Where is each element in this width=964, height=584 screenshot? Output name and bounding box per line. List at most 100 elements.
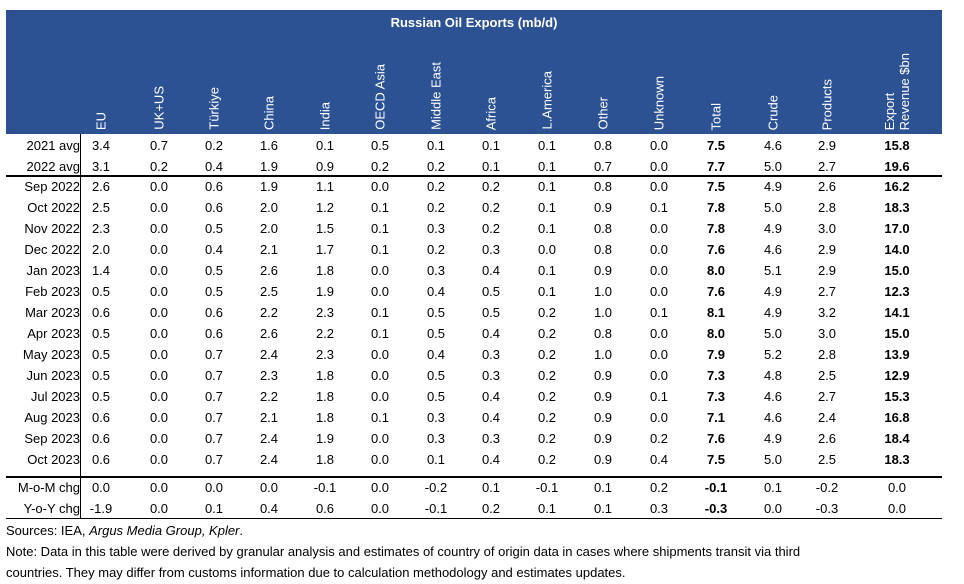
table-cell: -0.2	[424, 480, 448, 495]
table-cell: 0.9	[315, 159, 335, 174]
table-cell: 1.8	[315, 389, 335, 404]
table-cell: 2.2	[315, 326, 335, 341]
row-label: Jan 2023	[26, 263, 81, 278]
table-cell: 0.4	[481, 452, 501, 467]
table-cell: 0.0	[370, 347, 390, 362]
table-cell: 0.1	[315, 138, 335, 153]
table-cell: 0.1	[370, 305, 390, 320]
table-cell: 2.3	[315, 347, 335, 362]
table-cell: 1.4	[91, 263, 111, 278]
table-cell: 7.3	[706, 368, 726, 383]
table-cell: 0.5	[204, 263, 224, 278]
table-cell: 0.7	[204, 389, 224, 404]
table-cell: 2.1	[259, 410, 279, 425]
table-cell: 0.0	[649, 410, 669, 425]
table-cell: 2.4	[259, 431, 279, 446]
table-cell: 0.1	[763, 480, 783, 495]
table-cell: 7.5	[706, 138, 726, 153]
table-cell: 0.1	[481, 138, 501, 153]
table-cell: 7.5	[706, 452, 726, 467]
table-cell: 0.2	[537, 305, 557, 320]
column-header: Total	[698, 10, 734, 134]
table-cell: 2.6	[817, 431, 837, 446]
table-cell: 0.2	[370, 159, 390, 174]
table-cell: 0.5	[91, 326, 111, 341]
table-cell: 0.2	[149, 159, 169, 174]
table-cell: 4.9	[763, 179, 783, 194]
table-cell: 4.6	[763, 138, 783, 153]
table-cell: 2.6	[259, 263, 279, 278]
table-cell: 1.8	[315, 368, 335, 383]
table-cell: 1.7	[315, 242, 335, 257]
table-cell: 0.9	[593, 263, 613, 278]
table-cell: 0.2	[426, 179, 446, 194]
table-cell: -1.9	[89, 501, 113, 516]
table-cell: 0.5	[481, 284, 501, 299]
table-cell: 2.6	[91, 179, 111, 194]
table-cell: 0.4	[259, 501, 279, 516]
table-cell: -0.1	[704, 480, 728, 495]
table-cell: 0.0	[370, 389, 390, 404]
table-row: Y-o-Y chg -1.9 0.0 0.1 0.4 0.6 0.0 -0.1 0.2 0.1 0.…	[6, 498, 942, 519]
table-cell: 0.0	[149, 242, 169, 257]
table-cell: 3.0	[817, 326, 837, 341]
table-cell: 7.6	[706, 242, 726, 257]
column-header-label: L.America	[539, 71, 555, 130]
table-cell: 0.6	[204, 179, 224, 194]
table-cell: 0.0	[149, 284, 169, 299]
table-cell: -0.1	[424, 501, 448, 516]
column-header: Middle East	[418, 10, 454, 134]
table-cell: 4.6	[763, 389, 783, 404]
table-cell: 7.5	[706, 179, 726, 194]
table-cell: 12.3	[884, 284, 910, 299]
table-cell: -0.3	[815, 501, 839, 516]
row-label: Sep 2022	[24, 179, 80, 194]
table-cell: 2.6	[259, 326, 279, 341]
table-cell: -0.1	[313, 480, 337, 495]
table-cell: 2.8	[817, 200, 837, 215]
table-cell: 0.4	[426, 347, 446, 362]
table-cell: 2.7	[817, 284, 837, 299]
table-row: Nov 2022 2.3 0.0 0.5 2.0 1.5 0.1 0.3 0.2 0.1 0.8 0.…	[6, 218, 942, 239]
table-cell: 0.0	[149, 305, 169, 320]
table-cell: 0.0	[649, 159, 669, 174]
table-cell: 0.0	[370, 263, 390, 278]
table-cell: 0.0	[887, 501, 907, 516]
column-header: China	[251, 10, 287, 134]
table-cell: 0.3	[481, 431, 501, 446]
table-row: M-o-M chg 0.0 0.0 0.0 0.0 -0.1 0.0 -0.2 0.1 -0.1 0…	[6, 477, 942, 498]
table-cell: 1.2	[315, 200, 335, 215]
table-cell: 0.0	[149, 326, 169, 341]
column-header-label: Africa	[483, 96, 499, 130]
table-cell: 2.1	[259, 242, 279, 257]
table-cell: 3.2	[817, 305, 837, 320]
table-cell: 0.2	[537, 410, 557, 425]
table-cell: 0.8	[593, 326, 613, 341]
table-cell: 4.9	[763, 221, 783, 236]
table-cell: 7.7	[706, 159, 726, 174]
table-cell: 1.8	[315, 452, 335, 467]
sources-suffix: .	[239, 523, 244, 538]
table-cell: 0.6	[91, 431, 111, 446]
table-cell: 4.9	[763, 284, 783, 299]
table-cell: 0.5	[426, 389, 446, 404]
table-cell: 4.8	[763, 368, 783, 383]
table-title: Russian Oil Exports (mb/d)	[390, 15, 558, 30]
rule-after-averages	[6, 175, 942, 177]
table-cell: 0.5	[91, 284, 111, 299]
table-cell: 7.1	[706, 410, 726, 425]
table-cell: 0.8	[593, 179, 613, 194]
table-cell: 0.1	[593, 501, 613, 516]
table-cell: 5.0	[763, 326, 783, 341]
table-cell: 0.5	[91, 347, 111, 362]
table-cell: 2.6	[817, 179, 837, 194]
column-header-label: Export Revenue $bn	[882, 52, 912, 130]
table-cell: 0.9	[593, 389, 613, 404]
table-cell: 0.0	[887, 480, 907, 495]
column-header-label: Unknown	[651, 75, 667, 130]
table-cell: 0.0	[649, 368, 669, 383]
table-cell: 0.1	[537, 138, 557, 153]
table-cell: 0.0	[149, 431, 169, 446]
table-cell: 2.9	[817, 263, 837, 278]
column-header: India	[307, 10, 343, 134]
